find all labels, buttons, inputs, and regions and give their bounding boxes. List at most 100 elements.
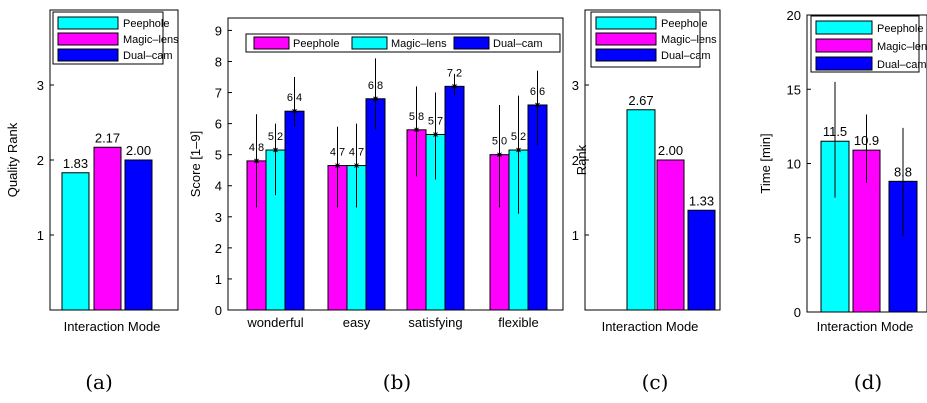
panel-d-ytick-label-4: 20 xyxy=(787,8,801,23)
panel-c-caption: (c) xyxy=(642,370,669,394)
panel-b-caption: (b) xyxy=(383,370,411,394)
panel-c-bar-peephole xyxy=(626,109,656,311)
panel-b-bar-satisfying-dual-cam xyxy=(444,85,465,311)
panel-d-value-label-2: 8.8 xyxy=(894,164,912,179)
panel-d-caption: (d) xyxy=(854,370,882,394)
panel-b-mean-marker-satisfying-1 xyxy=(432,131,439,138)
panel-b-mean-marker-wonderful-0-d2 xyxy=(254,158,259,164)
panel-b-value-label-flexible-0: 5.0 xyxy=(492,136,507,148)
panel-b-value-label-satisfying-2: 7.2 xyxy=(447,67,462,79)
panel-a-bar-magic-lens xyxy=(93,146,122,311)
panel-c-bar-dual-cam xyxy=(687,209,716,311)
panel-b-mean-marker-easy-1-d2 xyxy=(354,163,359,168)
panel-b-value-label-wonderful-2: 6.4 xyxy=(287,92,302,104)
panel-b-legend-label-2: Dual–cam xyxy=(493,38,543,50)
panel-b-legend-label-1: Magic–lens xyxy=(391,38,447,50)
panel-a-legend-swatch-1 xyxy=(57,32,119,46)
panel-a-legend-label-2: Dual–cam xyxy=(123,50,173,62)
panel-b-value-label-wonderful-1: 5.2 xyxy=(268,131,283,143)
panel-d-ytick-label-3: 15 xyxy=(787,82,801,97)
panel-a-legend: Peephole Magic–lens Dual–cam xyxy=(52,11,179,65)
panel-b-mean-marker-wonderful-0 xyxy=(253,157,260,164)
panel-a-legend-swatch-2 xyxy=(57,48,119,62)
panel-a-legend-swatch-0 xyxy=(57,16,119,30)
panel-c-value-label-0: 2.67 xyxy=(628,93,653,108)
panel-c: 1 2 3 2.67 2.00 1.33 Rank Interaction Mode (c) xyxy=(572,9,721,394)
panel-d-legend-swatch-1 xyxy=(815,38,873,53)
panel-b-mean-marker-satisfying-2-d2 xyxy=(452,83,457,89)
panel-c-ytick-label-0: 1 xyxy=(572,228,579,243)
panel-c-legend-label-0: Peephole xyxy=(661,18,708,30)
panel-b-ytick-label-0: 0 xyxy=(215,303,222,318)
panel-b-ytick-label-5: 5 xyxy=(215,148,222,163)
panel-d-legend-label-0: Peephole xyxy=(877,23,924,35)
panel-b-frame xyxy=(227,17,564,311)
panel-d-ylabel: Time [min] xyxy=(758,133,773,193)
panel-b-value-label-easy-2: 6.8 xyxy=(368,80,383,92)
panel-b-ytick-label-1: 1 xyxy=(215,272,222,287)
panel-b-mean-marker-satisfying-0 xyxy=(413,126,420,133)
panel-c-bar-magic-lens xyxy=(656,159,685,311)
panel-a-value-label-2: 2.00 xyxy=(126,143,151,158)
panel-b-legend-label-0: Peephole xyxy=(293,38,340,50)
panel-b-value-label-easy-0: 4.7 xyxy=(330,147,345,159)
panel-b-mean-marker-flexible-0-d2 xyxy=(497,152,502,158)
panel-d-value-label-1: 10.9 xyxy=(854,133,879,148)
panel-a-ytick-label-0: 1 xyxy=(37,228,44,243)
panel-d-xlabel: Interaction Mode xyxy=(817,319,914,334)
panel-c-ylabel: Rank xyxy=(574,144,589,175)
panel-c-legend-label-2: Dual–cam xyxy=(661,50,711,62)
panel-c-legend-swatch-1 xyxy=(595,32,657,46)
panel-d-legend: Peephole Magic–lens Dual–cam xyxy=(810,15,927,73)
panel-b-mean-marker-flexible-2 xyxy=(534,101,541,108)
panel-c-value-label-2: 1.33 xyxy=(689,193,714,208)
panel-a-ytick-label-1: 2 xyxy=(37,153,44,168)
panel-a-value-label-1: 2.17 xyxy=(95,130,120,145)
panel-c-legend: Peephole Magic–lens Dual–cam xyxy=(590,11,717,68)
panel-b-mean-marker-easy-1 xyxy=(353,162,360,169)
panel-a-ylabel: Quality Rank xyxy=(5,122,20,197)
panel-b-mean-marker-flexible-0 xyxy=(496,151,503,158)
panel-b-ytick-label-2: 2 xyxy=(215,241,222,256)
panel-b-mean-marker-easy-2-d2 xyxy=(373,96,378,102)
panel-b: 0 1 2 3 4 5 6 7 8 9 wonderful 4.8 5.2 6.4 easy 4.7 4.7 6.… xyxy=(188,17,564,394)
panel-d-legend-label-1: Magic–lens xyxy=(877,41,927,53)
panel-d-ytick-label-0: 0 xyxy=(794,305,801,320)
panel-c-legend-label-1: Magic–lens xyxy=(661,34,717,46)
panel-b-bar-wonderful-dual-cam xyxy=(284,110,305,311)
panel-b-legend-items: Peephole Magic–lens Dual–cam xyxy=(253,36,543,50)
panel-a-bar-peephole xyxy=(61,172,90,311)
panel-b-mean-marker-flexible-1-d2 xyxy=(516,147,521,153)
panel-b-value-label-satisfying-1: 5.7 xyxy=(428,115,443,127)
panel-c-ytick-label-2: 3 xyxy=(572,78,579,93)
panel-c-xlabel: Interaction Mode xyxy=(602,319,699,334)
panel-d-legend-swatch-0 xyxy=(815,20,873,35)
panel-b-legend-swatch-1 xyxy=(351,36,388,50)
panel-a-legend-label-0: Peephole xyxy=(123,18,170,30)
panel-b-mean-marker-flexible-1 xyxy=(515,147,522,154)
panel-d-ytick-label-1: 5 xyxy=(794,231,801,246)
panel-b-value-label-flexible-2: 6.6 xyxy=(530,86,545,98)
panel-c-legend-swatch-0 xyxy=(595,16,657,30)
panel-b-mean-marker-satisfying-1-d2 xyxy=(433,132,438,137)
panel-b-mean-marker-flexible-2-d2 xyxy=(535,102,540,108)
panel-b-mean-marker-wonderful-2 xyxy=(291,108,298,115)
panel-a-value-label-0: 1.83 xyxy=(63,156,88,171)
panel-c-value-label-1: 2.00 xyxy=(658,143,683,158)
panel-b-value-label-wonderful-0: 4.8 xyxy=(249,142,264,154)
panel-b-ytick-label-6: 6 xyxy=(215,117,222,132)
panel-d-value-label-0: 11.5 xyxy=(823,124,847,139)
panel-b-value-label-flexible-1: 5.2 xyxy=(511,131,526,143)
panel-d: 0 5 10 15 20 11.5 10.9 8.8 Time [min] Interaction… xyxy=(758,8,927,394)
panel-b-mean-marker-wonderful-2-d2 xyxy=(292,108,297,114)
panel-b-ytick-label-4: 4 xyxy=(215,179,222,194)
panel-b-xtick-label-wonderful: wonderful xyxy=(246,315,303,330)
panel-b-xtick-label-satisfying: satisfying xyxy=(408,315,462,330)
panel-a-legend-label-1: Magic–lens xyxy=(123,34,179,46)
panel-b-ytick-label-7: 7 xyxy=(215,86,222,101)
panel-c-ytick-label-1: 2 xyxy=(572,153,579,168)
panel-a-caption: (a) xyxy=(85,370,113,394)
panel-b-mean-marker-easy-0 xyxy=(334,162,341,169)
panel-b-mean-marker-wonderful-1-d2 xyxy=(273,147,278,153)
